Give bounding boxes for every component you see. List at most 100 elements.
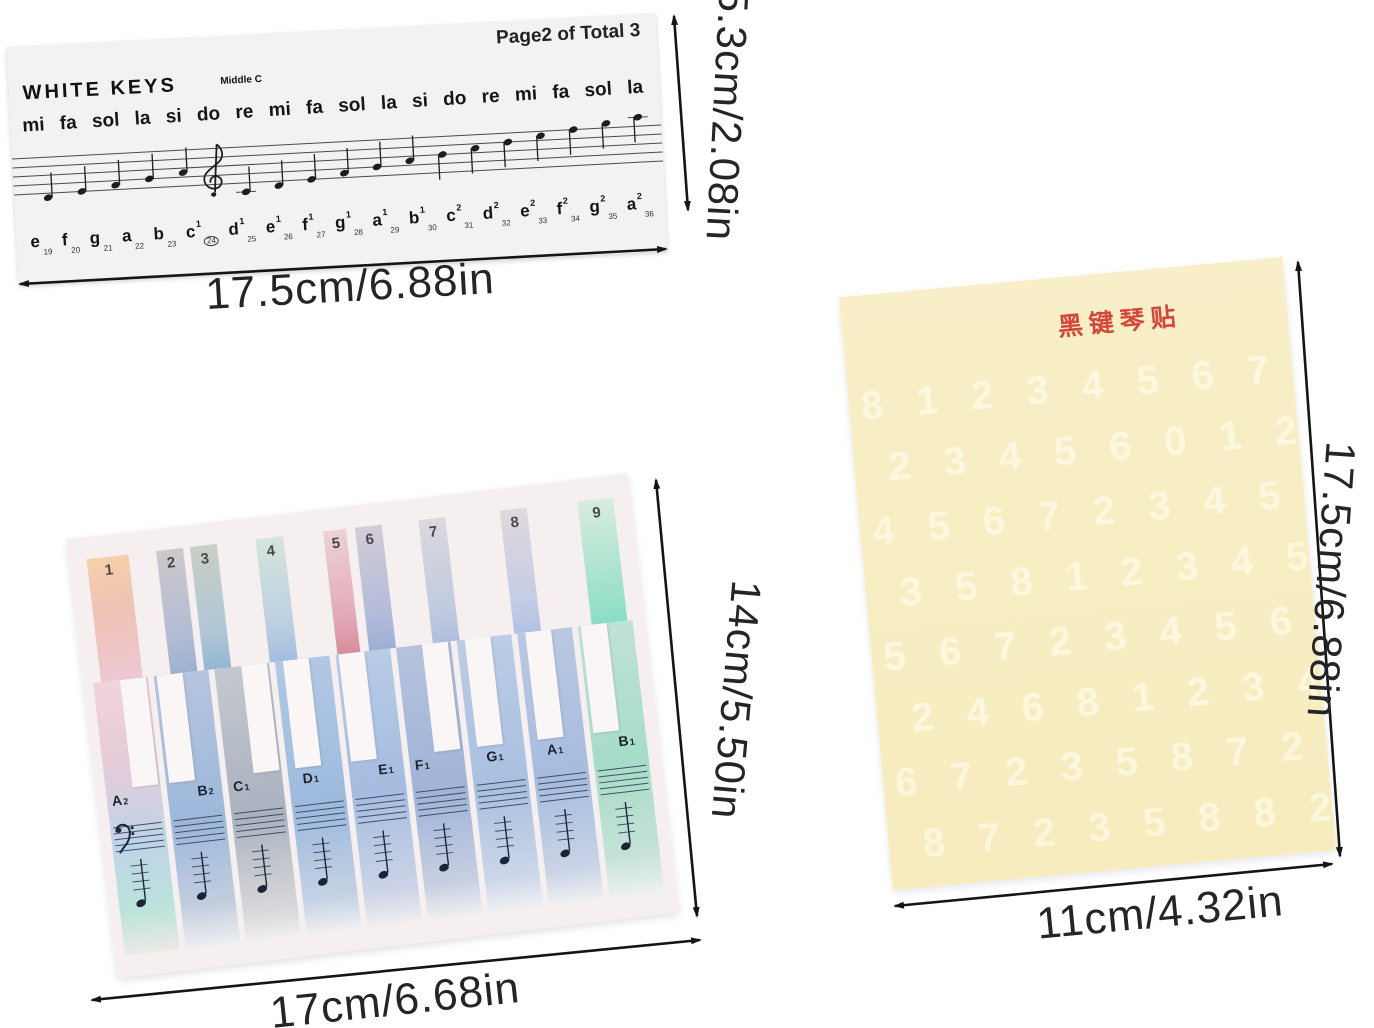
black-key-sticker-sheet: 黑键琴贴 8 1 2 3 4 5 6 7 2 32 3 4 5 6 0 1 2 … [838, 257, 1337, 890]
solfege-syllable: mi [514, 83, 538, 106]
white-key-cutout [241, 662, 280, 774]
bass-staff-graphic [476, 779, 529, 865]
note-letter: c 1 24 [185, 219, 220, 248]
solfege-syllable: mi [267, 98, 292, 122]
note-letter: b 1 30 [408, 204, 438, 233]
sheet-height-dimension: 14cm/5.50in [702, 578, 771, 822]
solfege-syllable: sol [583, 78, 613, 102]
solfege-syllable: sol [337, 94, 367, 117]
strip-title: WHITE KEYS [22, 74, 178, 105]
key-note-label: A 1 [546, 740, 564, 758]
solfege-syllable: do [442, 87, 468, 111]
key-sticker-columns: A 2 [66, 474, 665, 956]
white-key-cutout [156, 672, 196, 784]
white-keys-sticker-strip: Page2 of Total 3 WHITE KEYS Middle C mi f… [6, 13, 668, 285]
white-key-cutout [580, 622, 620, 734]
music-staff [12, 112, 664, 203]
white-key-cutout [119, 677, 159, 788]
note-letter: a 2 36 [626, 190, 655, 219]
bass-staff-graphic [537, 771, 589, 858]
strip-number: 5 [330, 534, 342, 553]
key-sticker-column: G 1 [456, 634, 544, 913]
note-letter: e 19 [29, 231, 53, 257]
treble-clef-icon [203, 143, 223, 197]
bass-staff-graphic [234, 807, 286, 893]
holographic-strip: 9 [577, 497, 628, 625]
key-sticker-column: D 1 [274, 655, 362, 935]
key-sticker-column: A 2 [93, 676, 180, 956]
note-letter: d 2 32 [482, 199, 512, 228]
sheet-width-dimension: 17cm/6.68in [267, 963, 523, 1028]
key-note-label: D 1 [301, 769, 320, 787]
white-key-cutout [421, 641, 461, 752]
strip-height-dimension: 5.3cm/2.08in [697, 0, 758, 243]
white-key-sticker-sheet: 1 2 3 4 5 6 7 8 9 A 2 [66, 473, 679, 979]
solfege-syllable: la [626, 76, 644, 99]
holographic-strip: 2 [156, 547, 198, 675]
solfege-syllable: fa [551, 81, 570, 104]
solfege-syllable: si [411, 90, 429, 113]
note-letter: g 1 28 [334, 209, 364, 238]
key-sticker-column: B 2 [153, 669, 241, 949]
solfege-syllable: re [481, 85, 501, 108]
middle-c-label: Middle C [220, 73, 263, 88]
key-note-label: E 1 [377, 760, 395, 778]
solfege-syllable: fa [305, 96, 324, 119]
bass-staff-graphic [173, 814, 226, 900]
holographic-strip: 8 [499, 507, 542, 634]
key-sticker-column: C 1 [214, 662, 301, 942]
note-letter: g 21 [89, 228, 113, 253]
note-letter: b 23 [152, 224, 177, 249]
key-note-label: A 2 [111, 791, 129, 809]
bass-clef-icon [115, 823, 135, 854]
strip-number: 6 [364, 530, 375, 549]
yellow-width-dimension: 11cm/4.32in [1034, 876, 1286, 949]
strip-number: 3 [199, 549, 210, 568]
holographic-strip: 4 [255, 536, 298, 663]
key-note-label: B 2 [196, 781, 215, 799]
strip-number: 4 [265, 542, 277, 561]
numbered-strips: 1 2 3 4 5 6 7 8 9 [66, 474, 628, 683]
key-note-label: C 1 [232, 777, 250, 795]
white-key-cutout [282, 657, 322, 769]
holographic-strip: 5 [322, 528, 361, 655]
bass-staff-graphic [113, 821, 165, 908]
note-letter: e 1 26 [265, 213, 294, 242]
key-sticker-column: B 1 [577, 619, 665, 899]
white-key-cutout [464, 636, 503, 747]
bass-staff-graphic [597, 764, 650, 851]
page-indicator: Page2 of Total 3 [495, 19, 641, 49]
strip-number: 1 [103, 561, 115, 580]
holographic-strip: 3 [189, 543, 232, 671]
note-letter: c 2 31 [445, 202, 474, 231]
yellow-height-dimension: 17.5cm/6.88in [1298, 440, 1365, 720]
key-note-label: G 1 [485, 747, 504, 765]
solfege-syllable: do [196, 103, 221, 126]
holographic-strip: 7 [418, 517, 460, 644]
holographic-strip: 6 [354, 524, 397, 651]
white-key-cutout [338, 651, 377, 762]
note-letter: a 1 29 [371, 206, 400, 235]
arrow-strip-height [671, 14, 691, 212]
strip-number: 7 [428, 523, 439, 542]
note-letter: f 20 [61, 230, 81, 255]
note-letter: f 2 34 [556, 195, 581, 224]
key-sticker-column: E 1 [335, 648, 423, 927]
holographic-strip: 1 [86, 554, 143, 683]
strip-number: 2 [165, 553, 177, 572]
note-letter: g 2 35 [588, 193, 618, 222]
key-sticker-column: F 1 [396, 641, 483, 920]
key-sticker-column: A 1 [517, 627, 604, 906]
bass-staff-graphic [355, 793, 407, 879]
strip-number: 8 [509, 513, 520, 532]
key-note-label: B 1 [617, 732, 636, 750]
key-note-label: F 1 [413, 756, 431, 774]
note-letter: f 1 27 [301, 211, 326, 240]
note-letter: d 1 25 [227, 215, 257, 244]
solfege-syllable: re [234, 101, 255, 124]
faint-number-rows: 8 1 2 3 4 5 6 7 2 32 3 4 5 6 0 1 2 3 44 … [846, 337, 1335, 879]
bass-staff-graphic [294, 800, 347, 886]
strip-number: 9 [591, 503, 602, 522]
note-letter: e 2 33 [519, 197, 548, 226]
